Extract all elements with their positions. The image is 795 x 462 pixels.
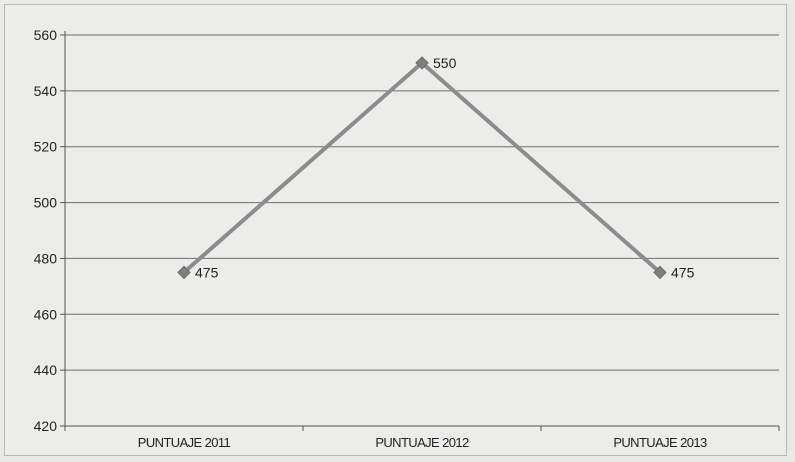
x-axis-category-labels: PUNTUAJE 2011 PUNTUAJE 2012 PUNTUAJE 2013 (138, 435, 708, 450)
y-tick-label-480: 480 (34, 250, 58, 266)
series-line-0 (182, 60, 662, 274)
y-tick-label-520: 520 (34, 139, 58, 155)
data-marker-1 (415, 56, 429, 70)
axes (60, 31, 780, 431)
x-category-label-0: PUNTUAJE 2011 (138, 435, 231, 450)
data-label-2: 475 (671, 264, 695, 280)
y-tick-label-460: 460 (34, 306, 58, 322)
y-axis-tick-labels: 420 440 460 480 500 520 540 560 (34, 27, 58, 434)
data-marker-2 (653, 265, 667, 280)
y-tick-label-540: 540 (34, 83, 58, 99)
data-labels: 475 550 475 (195, 55, 695, 280)
series-lines (182, 60, 662, 274)
x-category-label-1: PUNTUAJE 2012 (375, 435, 469, 450)
y-tick-label-440: 440 (34, 362, 58, 378)
data-marker-0 (177, 265, 191, 280)
y-tick-label-420: 420 (34, 418, 58, 434)
data-point-markers (177, 56, 667, 280)
y-tick-label-560: 560 (34, 27, 58, 43)
data-label-0: 475 (195, 264, 219, 280)
gridlines (65, 34, 779, 371)
chart-frame: 420 440 460 480 500 520 540 560 PUNTUAJE 2011 PU… (4, 4, 787, 456)
x-category-label-2: PUNTUAJE 2013 (613, 435, 707, 450)
data-label-1: 550 (433, 55, 457, 71)
y-tick-label-500: 500 (34, 195, 58, 211)
